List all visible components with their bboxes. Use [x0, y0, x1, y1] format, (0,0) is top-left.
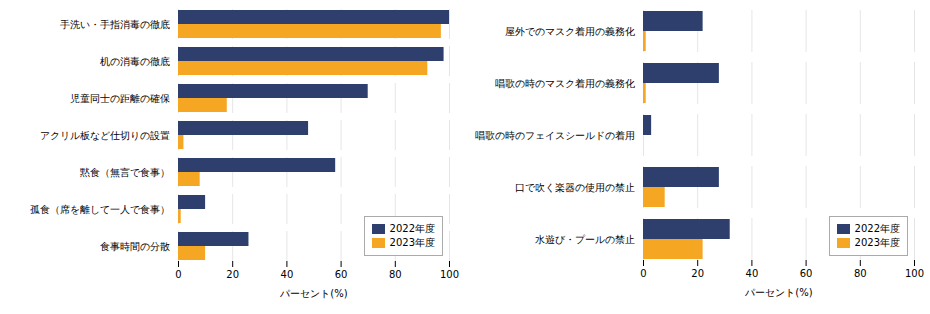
- svg-text:パーセント(%): パーセント(%): [279, 288, 347, 299]
- svg-text:唱歌の時のフェイスシールドの着用: 唱歌の時のフェイスシールドの着用: [475, 130, 635, 141]
- svg-text:100: 100: [905, 268, 924, 279]
- svg-text:児童同士の距離の確保: 児童同士の距離の確保: [70, 93, 170, 104]
- svg-text:孤食（席を離して一人で食事）: 孤食（席を離して一人で食事）: [30, 204, 170, 215]
- svg-text:黙食（無言で食事）: 黙食（無言で食事）: [80, 167, 170, 178]
- svg-text:20: 20: [691, 268, 704, 279]
- svg-text:食事時間の分散: 食事時間の分散: [100, 241, 170, 252]
- svg-text:60: 60: [335, 269, 348, 280]
- svg-text:40: 40: [281, 269, 294, 280]
- svg-text:手洗い・手指消毒の徹底: 手洗い・手指消毒の徹底: [60, 19, 170, 30]
- svg-text:80: 80: [854, 268, 867, 279]
- svg-text:口で吹く楽器の使用の禁止: 口で吹く楽器の使用の禁止: [515, 182, 635, 193]
- svg-text:アクリル板など仕切りの設置: アクリル板など仕切りの設置: [40, 130, 170, 141]
- svg-text:唱歌の時のマスク着用の義務化: 唱歌の時のマスク着用の義務化: [495, 78, 635, 89]
- svg-text:80: 80: [389, 269, 402, 280]
- html-text:2022年度: 2022年度: [854, 223, 900, 234]
- html-text:2023年度: 2023年度: [854, 237, 900, 248]
- svg-text:水遊び・プールの禁止: 水遊び・プールの禁止: [535, 234, 635, 245]
- svg-text:0: 0: [640, 268, 646, 279]
- svg-text:屋外でのマスク着用の義務化: 屋外でのマスク着用の義務化: [505, 26, 635, 37]
- svg-text:机の消毒の徹底: 机の消毒の徹底: [100, 56, 170, 67]
- svg-text:0: 0: [175, 269, 181, 280]
- svg-text:40: 40: [746, 268, 759, 279]
- svg-text:パーセント(%): パーセント(%): [744, 287, 812, 298]
- svg-text:60: 60: [800, 268, 813, 279]
- svg-text:20: 20: [226, 269, 239, 280]
- html-text:2022年度: 2022年度: [389, 223, 435, 234]
- html-text:2023年度: 2023年度: [389, 237, 435, 248]
- svg-text:100: 100: [440, 269, 459, 280]
